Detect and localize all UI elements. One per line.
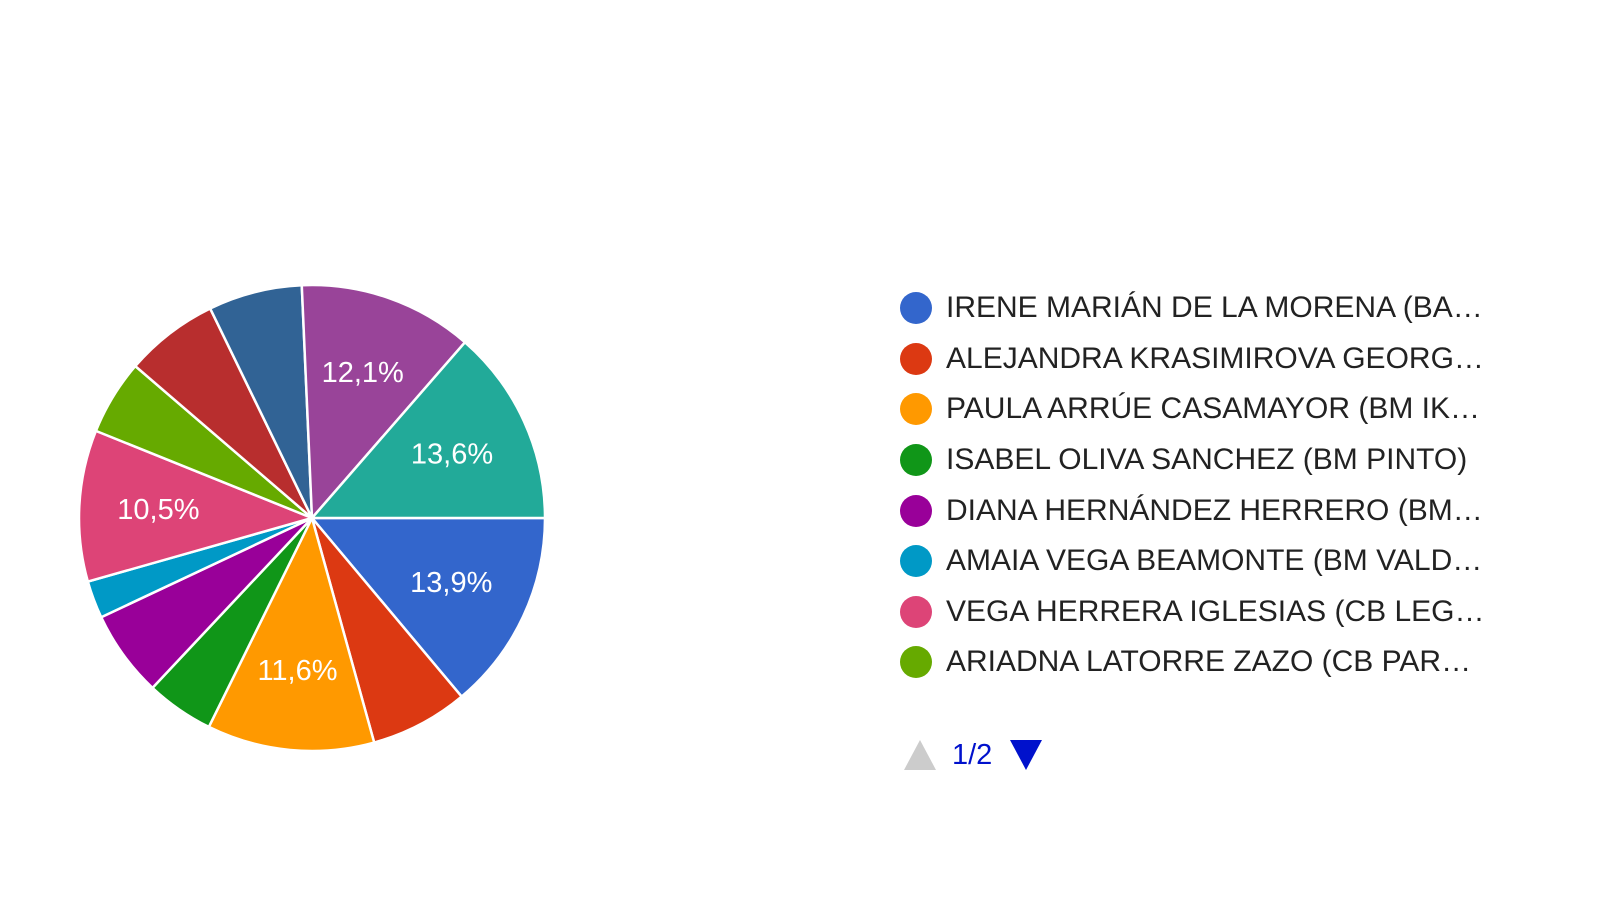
legend-item[interactable]: ALEJANDRA KRASIMIROVA GEORG… (900, 334, 1540, 385)
pie-slice[interactable] (77, 429, 316, 584)
legend-color-dot (900, 646, 932, 679)
legend-label: ISABEL OLIVA SANCHEZ (BM PINTO) (946, 443, 1468, 477)
legend-color-dot (900, 595, 932, 628)
triangle-up-icon[interactable] (904, 740, 936, 770)
legend-color-dot (900, 342, 932, 375)
pager-text: 1/2 (952, 738, 993, 771)
slice-label: 11,6% (257, 655, 337, 687)
legend-color-dot (900, 494, 932, 527)
slice-label: 13,6% (411, 438, 493, 470)
legend-label: ALEJANDRA KRASIMIROVA GEORG… (946, 341, 1484, 375)
legend-label: DIANA HERNÁNDEZ HERRERO (BM… (946, 493, 1483, 527)
legend-item[interactable]: AMAIA VEGA BEAMONTE (BM VALD… (900, 536, 1540, 587)
legend-item[interactable]: PAULA ARRÚE CASAMAYOR (BM IK… (900, 384, 1540, 435)
legend-item[interactable]: VEGA HERRERA IGLESIAS (CB LEG… (900, 587, 1540, 638)
pie-chart: 13,9% 11,6% 10,5% 12,1% 13,6% (77, 283, 547, 753)
legend-label: ARIADNA LATORRE ZAZO (CB PAR… (946, 645, 1472, 679)
slice-label: 12,1% (322, 357, 404, 389)
legend-pager: 1/2 (904, 735, 1043, 775)
legend-label: PAULA ARRÚE CASAMAYOR (BM IK… (946, 392, 1481, 426)
pie-slice[interactable] (207, 514, 376, 753)
legend-label: IRENE MARIÁN DE LA MORENA (BA… (946, 291, 1483, 325)
legend: IRENE MARIÁN DE LA MORENA (BA… ALEJANDRA… (900, 283, 1540, 688)
legend-color-dot (900, 393, 932, 426)
legend-color-dot (900, 444, 932, 477)
legend-color-dot (900, 292, 932, 325)
legend-item[interactable]: IRENE MARIÁN DE LA MORENA (BA… (900, 283, 1540, 334)
legend-color-dot (900, 545, 932, 578)
triangle-down-icon[interactable] (1010, 740, 1043, 770)
legend-label: AMAIA VEGA BEAMONTE (BM VALD… (946, 544, 1483, 578)
pie-slice[interactable] (309, 340, 547, 520)
legend-item[interactable]: ARIADNA LATORRE ZAZO (CB PAR… (900, 637, 1540, 688)
legend-item[interactable]: DIANA HERNÁNDEZ HERRERO (BM… (900, 485, 1540, 536)
slice-label: 13,9% (410, 567, 492, 599)
pie-slice[interactable] (309, 516, 547, 699)
legend-item[interactable]: ISABEL OLIVA SANCHEZ (BM PINTO) (900, 435, 1540, 486)
slice-label: 10,5% (117, 494, 199, 526)
pie-slice[interactable] (300, 283, 467, 522)
legend-label: VEGA HERRERA IGLESIAS (CB LEG… (946, 594, 1485, 628)
